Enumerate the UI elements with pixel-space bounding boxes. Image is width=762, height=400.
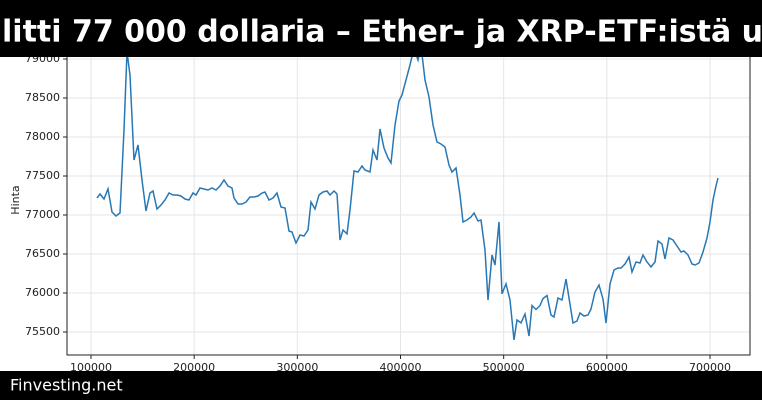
x-tick-label: 400000 [380,361,422,374]
y-tick-label: 76000 [25,286,60,299]
x-tick-label: 200000 [173,361,215,374]
y-tick-label: 77000 [25,208,60,221]
y-tick-label: 78500 [25,91,60,104]
plot-area: 7550076000765007700077500780007850079000… [25,41,751,374]
y-tick-label: 78000 [25,130,60,143]
chart-title: litti 77 000 dollaria – Ether- ja XRP-ET… [2,15,762,50]
x-tick-label: 500000 [483,361,525,374]
title-banner [0,0,762,57]
x-tick-label: 100000 [70,361,112,374]
x-tick-label: 300000 [276,361,318,374]
footer-site: Finvesting.net [10,376,123,395]
x-tick-label: 600000 [586,361,628,374]
y-tick-label: 77500 [25,169,60,182]
y-axis-label: Hinta [9,185,22,214]
y-tick-label: 75500 [25,325,60,338]
footer-banner [0,371,762,400]
x-tick-label: 700000 [689,361,731,374]
y-tick-label: 76500 [25,247,60,260]
